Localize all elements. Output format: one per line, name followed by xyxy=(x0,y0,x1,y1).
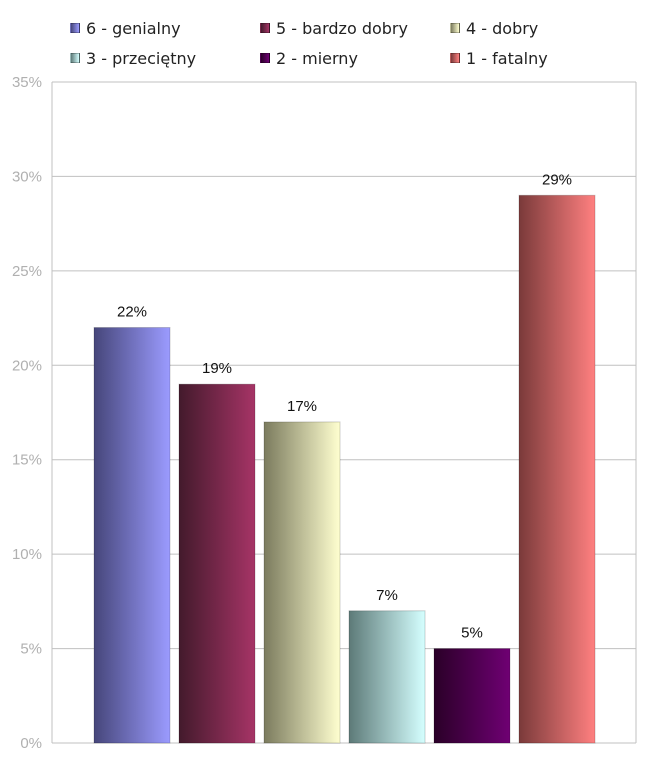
y-tick-label-25: 25% xyxy=(12,263,42,280)
legend-item-5-bardzo-dobry: 5 - bardzo dobry xyxy=(260,18,450,38)
bar-3 xyxy=(263,421,341,744)
legend-item-3-przecietny: 3 - przeciętny xyxy=(70,48,260,68)
legend-item-4-dobry: 4 - dobry xyxy=(450,18,630,38)
bar-layer xyxy=(93,194,596,744)
y-tick-label-20: 20% xyxy=(12,357,42,374)
label-layer: 22% 19% 17% 7% 5% 29% xyxy=(117,171,572,641)
legend-item-1-fatalny: 1 - fatalny xyxy=(450,48,630,68)
legend-label-3-przecietny: 3 - przeciętny xyxy=(86,48,197,68)
legend-item-2-mierny: 2 - mierny xyxy=(260,48,450,68)
legend-item-6-genialny: 6 - genialny xyxy=(70,18,260,38)
bar-4 xyxy=(348,610,426,744)
data-label-3: 17% xyxy=(287,398,317,415)
legend-swatch-1-fatalny xyxy=(450,53,460,63)
data-label-5: 5% xyxy=(461,625,483,642)
y-tick-label-0: 0% xyxy=(20,735,42,752)
legend-label-1-fatalny: 1 - fatalny xyxy=(466,48,548,68)
legend-label-2-mierny: 2 - mierny xyxy=(276,48,358,68)
legend-label-6-genialny: 6 - genialny xyxy=(86,18,181,38)
legend-swatch-6-genialny xyxy=(70,23,80,33)
legend-label-5-bardzo-dobry: 5 - bardzo dobry xyxy=(276,18,408,38)
data-label-6: 29% xyxy=(542,171,572,188)
bar-2 xyxy=(178,383,256,744)
bar-5 xyxy=(433,648,511,744)
y-tick-label-10: 10% xyxy=(12,546,42,563)
legend-label-4-dobry: 4 - dobry xyxy=(466,18,539,38)
data-label-1: 22% xyxy=(117,304,147,321)
data-label-4: 7% xyxy=(376,587,398,604)
legend-swatch-4-dobry xyxy=(450,23,460,33)
legend-swatch-3-przecietny xyxy=(70,53,80,63)
bar-6 xyxy=(518,194,596,744)
y-tick-label-15: 15% xyxy=(12,452,42,469)
y-tick-label-30: 30% xyxy=(12,168,42,185)
legend: 6 - genialny 5 - bardzo dobry 4 - dobry … xyxy=(70,18,630,68)
y-tick-layer: 0% 5% 10% 15% 20% 25% 30% 35% xyxy=(12,74,42,752)
y-tick-label-35: 35% xyxy=(12,74,42,91)
y-tick-label-5: 5% xyxy=(20,641,42,658)
legend-swatch-5-bardzo-dobry xyxy=(260,23,270,33)
bar-1 xyxy=(93,327,171,744)
legend-swatch-2-mierny xyxy=(260,53,270,63)
data-label-2: 19% xyxy=(202,360,232,377)
